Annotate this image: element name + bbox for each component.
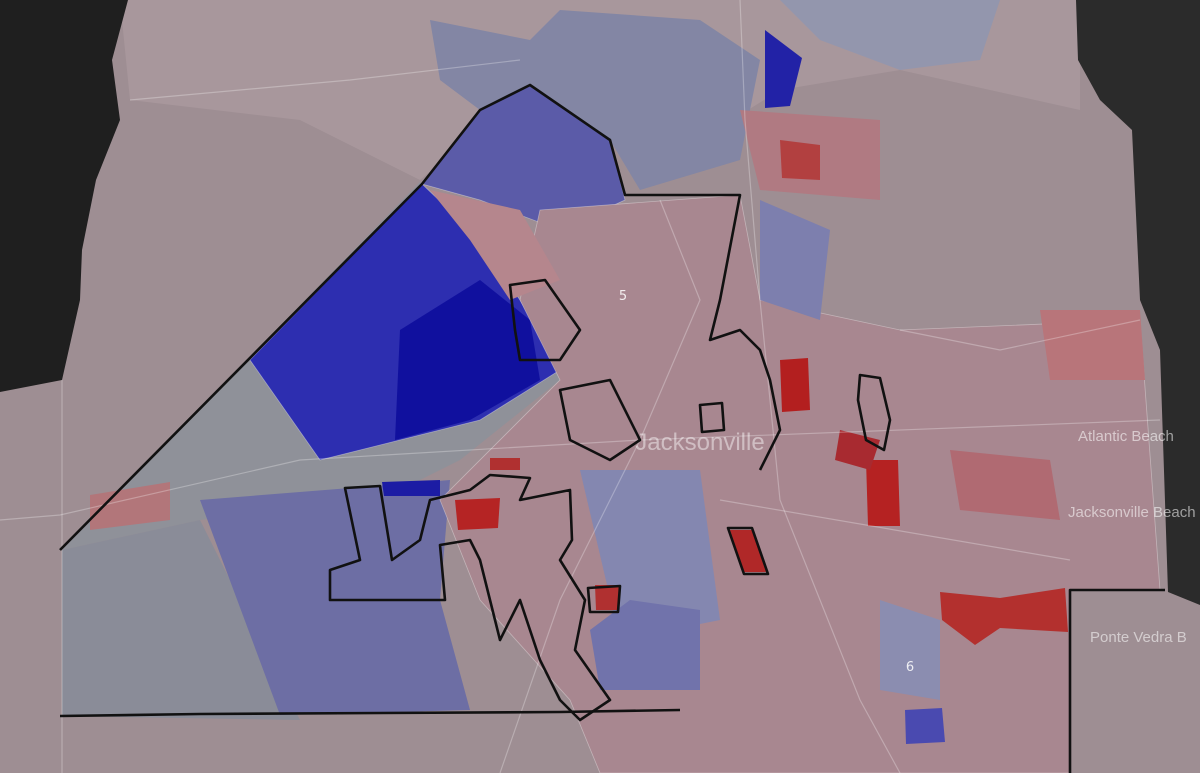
tract <box>395 280 540 440</box>
tract <box>880 600 940 700</box>
tract <box>940 588 1068 645</box>
roads <box>0 0 1161 773</box>
place-label: Ponte Vedra B <box>1090 629 1187 646</box>
tract <box>835 430 880 470</box>
water-west <box>0 0 128 392</box>
road <box>719 499 1071 561</box>
place-label: Atlantic Beach <box>1078 428 1174 445</box>
water-east <box>1076 0 1200 605</box>
district-outline <box>698 401 726 434</box>
road <box>899 319 1141 351</box>
place-label: Jacksonville Beach <box>1068 504 1196 521</box>
boundary <box>59 708 681 718</box>
tract <box>490 458 520 470</box>
tract <box>430 10 760 190</box>
district-outline <box>508 278 582 362</box>
road <box>639 199 701 441</box>
road <box>129 59 521 101</box>
tract <box>430 190 560 300</box>
district-label: 6 <box>906 660 914 675</box>
district-label: 5 <box>619 289 627 304</box>
district-outline <box>726 526 770 576</box>
tract <box>1040 310 1145 380</box>
tract <box>780 0 1000 70</box>
tract <box>760 200 830 320</box>
boundary <box>1068 588 1165 773</box>
district-outline <box>558 378 642 462</box>
tract <box>866 460 900 526</box>
tract <box>200 480 470 715</box>
boundary <box>59 83 782 551</box>
tract <box>595 585 620 610</box>
road <box>739 0 901 773</box>
tract <box>905 708 945 744</box>
tract <box>382 480 440 496</box>
tract <box>62 520 300 720</box>
district-outline <box>856 373 892 452</box>
tract <box>780 358 810 412</box>
district-outline <box>328 473 612 722</box>
tract <box>950 450 1060 520</box>
road <box>499 439 641 773</box>
district-outline <box>586 584 622 614</box>
road <box>0 419 1161 521</box>
tract <box>780 140 820 180</box>
tract <box>455 498 500 530</box>
tract <box>590 600 700 690</box>
place-label: Jacksonville <box>635 429 764 456</box>
tract <box>765 30 802 108</box>
tract <box>90 482 170 530</box>
tract <box>730 530 766 572</box>
